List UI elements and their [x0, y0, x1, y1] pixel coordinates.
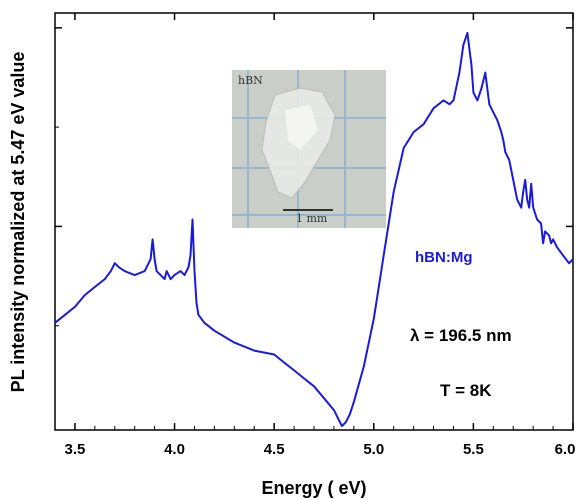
- annotation-temperature: T = 8K: [440, 381, 492, 400]
- x-tick-label: 6.0: [555, 441, 576, 458]
- hbn-photo-inset: hBN 1 mm: [232, 70, 386, 228]
- y-axis-ticks: [55, 27, 573, 327]
- x-axis-title: Energy ( eV): [261, 478, 366, 498]
- inset-sample-label: hBN: [238, 74, 263, 87]
- inset-scale-bar-label: 1 mm: [296, 212, 328, 225]
- annotation-wavelength: λ = 196.5 nm: [410, 326, 512, 345]
- y-axis-title: PL intensity normalized at 5.47 eV value: [8, 52, 28, 393]
- series-label-hbn-mg: hBN:Mg: [415, 249, 472, 266]
- x-tick-label: 5.0: [363, 441, 384, 458]
- x-tick-label: 4.5: [264, 441, 285, 458]
- x-tick-label: 5.5: [463, 441, 484, 458]
- hbn-flake-highlight: [285, 105, 318, 150]
- x-axis-ticks: 3.5 4.0 4.5 5.0 5.5 6.0: [54, 13, 576, 458]
- series-layer: [54, 31, 574, 427]
- x-tick-label: 4.0: [164, 441, 185, 458]
- series-line-hbn-mg: [54, 31, 574, 427]
- x-tick-label: 3.5: [64, 441, 85, 458]
